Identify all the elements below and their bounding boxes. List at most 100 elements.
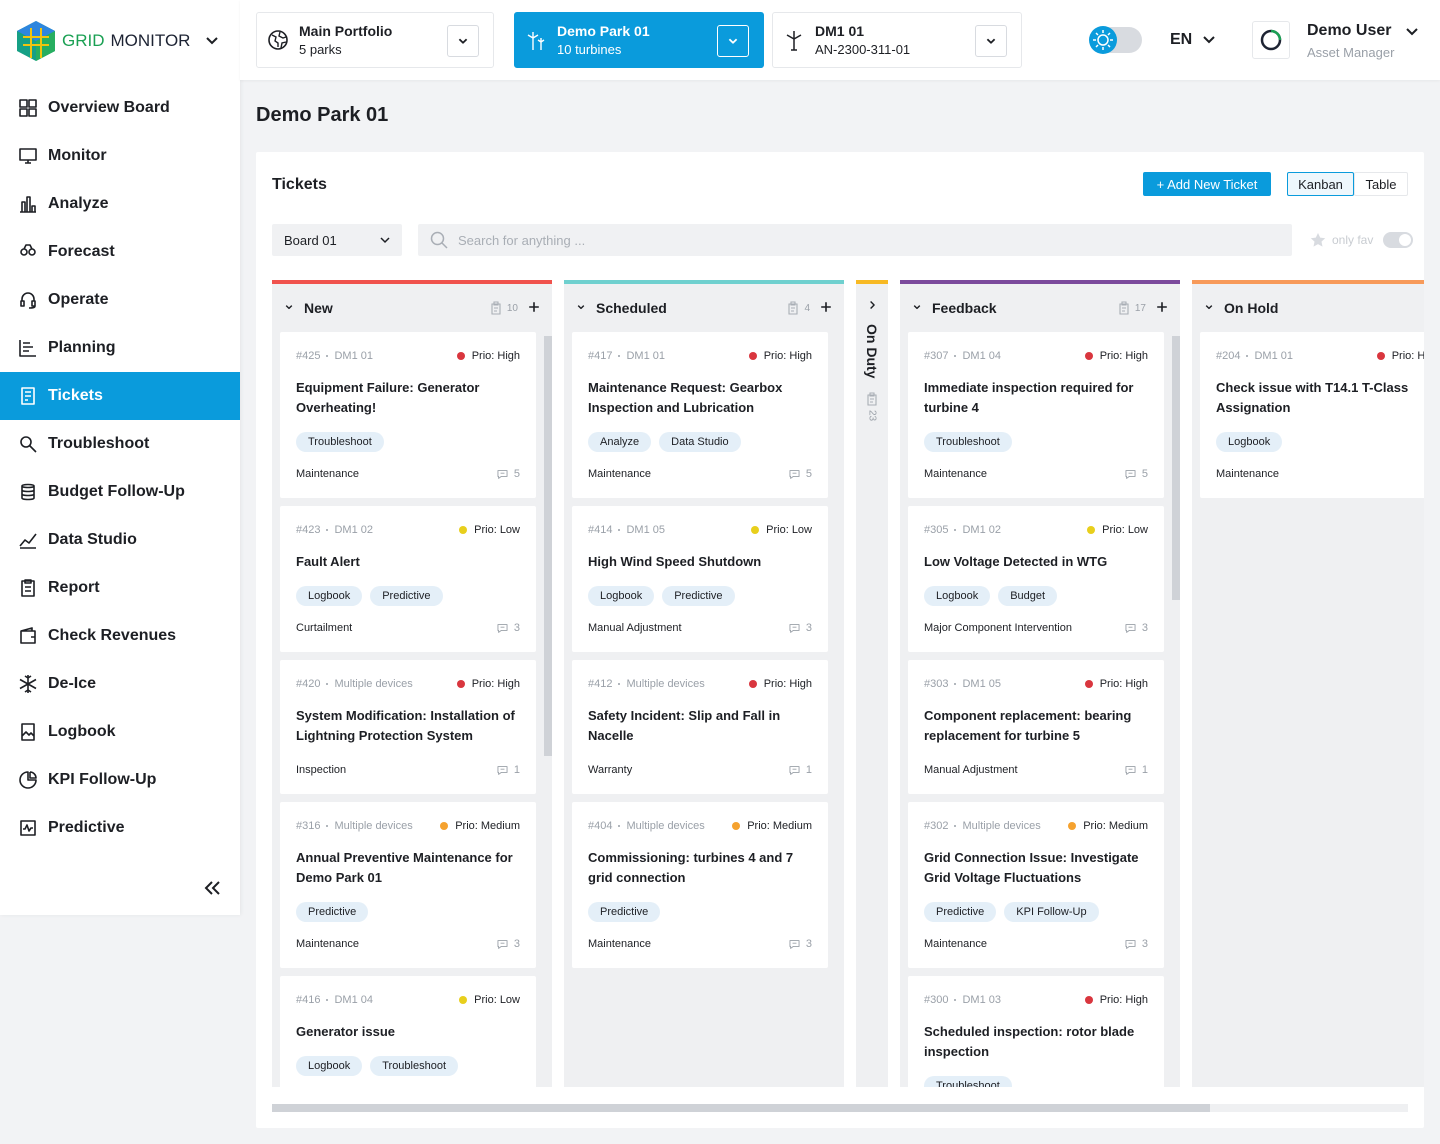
avatar[interactable] xyxy=(1252,21,1290,59)
ticket-card[interactable]: #423 DM1 02 Prio: Low Fault Alert Logbook Pre… xyxy=(280,506,536,652)
scrollbar-thumb[interactable] xyxy=(272,1104,1210,1112)
column-name: On Hold xyxy=(1224,300,1279,316)
nav-item[interactable]: Check Revenues xyxy=(0,612,240,660)
logo[interactable]: GRID MONITOR xyxy=(16,20,220,62)
ticket-device: DM1 05 xyxy=(962,678,1002,690)
selector-subtitle: 10 turbines xyxy=(557,42,622,57)
fav-toggle[interactable] xyxy=(1383,232,1414,248)
context-selector[interactable]: Main Portfolio 5 parks xyxy=(256,12,494,68)
separator xyxy=(954,355,957,357)
language-select[interactable]: EN xyxy=(1170,31,1216,49)
tag[interactable]: Predictive xyxy=(662,586,735,606)
nav-item[interactable]: Data Studio xyxy=(0,516,240,564)
nav-item[interactable]: Troubleshoot xyxy=(0,420,240,468)
view-toggle[interactable]: Kanban xyxy=(1287,172,1354,196)
icon xyxy=(1125,623,1136,633)
user-info[interactable]: Demo User Asset Manager xyxy=(1307,22,1394,60)
ticket-id: #425 xyxy=(296,350,321,362)
tag[interactable]: KPI Follow-Up xyxy=(1004,902,1099,922)
tag[interactable]: Predictive xyxy=(588,902,661,922)
ticket-card[interactable]: #204 DM1 01 Prio: High Check issue with T14… xyxy=(1200,332,1424,498)
tag[interactable]: Logbook xyxy=(924,586,991,606)
tag[interactable]: Predictive xyxy=(296,902,369,922)
tag[interactable]: Predictive xyxy=(370,586,443,606)
nav-item[interactable]: Monitor xyxy=(0,132,240,180)
tag-list: Troubleshoot xyxy=(296,432,520,452)
add-card-button[interactable] xyxy=(818,299,834,318)
tag[interactable]: Troubleshoot xyxy=(924,1076,1012,1087)
card-meta: #423 DM1 02 Prio: Low xyxy=(296,522,520,538)
search-box[interactable]: Search for anything ... xyxy=(418,224,1292,256)
selector-dropdown[interactable] xyxy=(975,25,1007,57)
icon xyxy=(19,675,37,693)
nav-item[interactable]: Report xyxy=(0,564,240,612)
context-selector[interactable]: Demo Park 01 10 turbines xyxy=(514,12,764,68)
ticket-card[interactable]: #404 Multiple devices Prio: Medium Commissi… xyxy=(572,802,828,968)
tag[interactable]: Data Studio xyxy=(659,432,741,452)
ticket-id: #416 xyxy=(296,994,321,1006)
board-select[interactable]: Board 01 xyxy=(272,224,402,256)
separator xyxy=(326,683,329,685)
nav-item[interactable]: Forecast xyxy=(0,228,240,276)
nav-item[interactable]: Logbook xyxy=(0,708,240,756)
ticket-card[interactable]: #416 DM1 04 Prio: Low Generator issue Logboo… xyxy=(280,976,536,1087)
add-card-button[interactable] xyxy=(1154,299,1170,318)
nav-item[interactable]: Analyze xyxy=(0,180,240,228)
nav-item[interactable]: Budget Follow-Up xyxy=(0,468,240,516)
ticket-card[interactable]: #420 Multiple devices Prio: High System Mod… xyxy=(280,660,536,794)
theme-toggle[interactable] xyxy=(1089,26,1142,54)
tag[interactable]: Budget xyxy=(998,586,1058,606)
collapse-button[interactable] xyxy=(1202,300,1216,317)
collapse-sidebar[interactable] xyxy=(202,878,222,898)
tag[interactable]: Troubleshoot xyxy=(370,1056,459,1076)
ticket-card[interactable]: #414 DM1 05 Prio: Low High Wind Speed Shutd… xyxy=(572,506,828,652)
collapse-button[interactable] xyxy=(574,300,588,317)
nav-item[interactable]: Operate xyxy=(0,276,240,324)
icon xyxy=(21,579,35,597)
nav-item[interactable]: Overview Board xyxy=(0,84,240,132)
collapsed-header[interactable]: On Duty 23 xyxy=(856,284,888,422)
ticket-card[interactable]: #302 Multiple devices Prio: Medium Grid Con… xyxy=(908,802,1164,968)
fav-filter[interactable]: only fav xyxy=(1310,232,1414,248)
ticket-card[interactable]: #300 DM1 03 Prio: High Scheduled inspection… xyxy=(908,976,1164,1087)
nav-item[interactable]: De-Ice xyxy=(0,660,240,708)
ticket-card[interactable]: #307 DM1 04 Prio: High Immediate inspection… xyxy=(908,332,1164,498)
ticket-card[interactable]: #305 DM1 02 Prio: Low Low Voltage Detected … xyxy=(908,506,1164,652)
tag[interactable]: Predictive xyxy=(924,902,997,922)
priority-label: Prio: High xyxy=(471,678,520,690)
context-selector[interactable]: DM1 01 AN-2300-311-01 xyxy=(772,12,1022,68)
selector-dropdown[interactable] xyxy=(717,25,749,57)
tag[interactable]: Troubleshoot xyxy=(296,432,384,452)
priority: Prio: High xyxy=(1376,350,1424,362)
tag[interactable]: Logbook xyxy=(296,1056,363,1076)
ticket-card[interactable]: #425 DM1 01 Prio: High Equipment Failure: G… xyxy=(280,332,536,498)
ticket-card[interactable]: #316 Multiple devices Prio: Medium Annual P… xyxy=(280,802,536,968)
tag[interactable]: Logbook xyxy=(1216,432,1283,452)
ticket-card[interactable]: #303 DM1 05 Prio: High Component replacemen… xyxy=(908,660,1164,794)
collapse-button[interactable] xyxy=(910,300,924,317)
priority: Prio: Low xyxy=(1087,524,1148,536)
tag[interactable]: Troubleshoot xyxy=(924,432,1012,452)
view-toggle[interactable]: Table xyxy=(1354,172,1408,196)
nav-item[interactable]: Tickets xyxy=(0,372,240,420)
ticket-device: Multiple devices xyxy=(962,820,1041,832)
nav-item[interactable]: Planning xyxy=(0,324,240,372)
ticket-card[interactable]: #417 DM1 01 Prio: High Maintenance Request:… xyxy=(572,332,828,498)
tag[interactable]: Logbook xyxy=(588,586,655,606)
ticket-card[interactable]: #412 Multiple devices Prio: High Safety Inc… xyxy=(572,660,828,794)
separator xyxy=(326,355,329,357)
nav-item[interactable]: Predictive xyxy=(0,804,240,852)
priority: Prio: Medium xyxy=(1068,820,1148,832)
collapse-button[interactable] xyxy=(282,300,296,317)
tag[interactable]: Logbook xyxy=(296,586,363,606)
comment-count: 3 xyxy=(513,938,520,950)
add-card-button[interactable] xyxy=(526,299,542,318)
add-ticket-button[interactable]: + Add New Ticket xyxy=(1143,172,1271,196)
nav-item[interactable]: KPI Follow-Up xyxy=(0,756,240,804)
topbar: EN Demo User Asset Manager Main Portfoli… xyxy=(240,0,1440,80)
tag[interactable]: Analyze xyxy=(588,432,652,452)
ticket-category: Curtailment xyxy=(296,622,353,634)
chevron[interactable] xyxy=(1405,25,1419,39)
comment-count: 1 xyxy=(805,764,812,776)
selector-dropdown[interactable] xyxy=(447,25,479,57)
